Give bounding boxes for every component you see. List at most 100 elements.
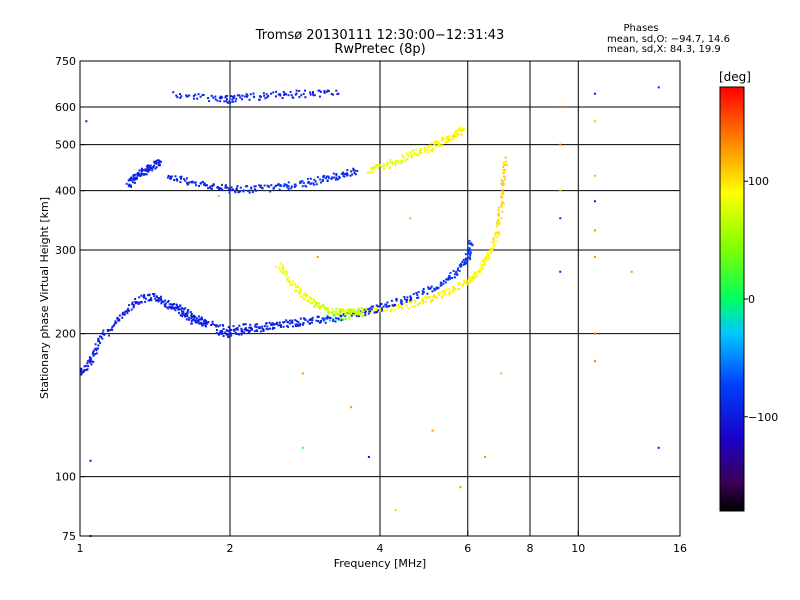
trace-point: [456, 267, 459, 270]
trace-point: [158, 297, 161, 300]
trace-point: [401, 160, 404, 163]
trace-point: [385, 305, 388, 308]
trace-point: [147, 164, 150, 167]
trace-point: [477, 270, 480, 273]
trace-point: [248, 98, 251, 101]
trace-point: [350, 314, 353, 317]
trace-point: [139, 301, 142, 304]
stats-heading: Phases: [623, 23, 658, 34]
trace-point: [361, 315, 364, 318]
trace-point: [211, 320, 214, 323]
trace-point: [306, 177, 309, 180]
echo-point: [593, 332, 596, 335]
trace-point: [498, 222, 501, 225]
trace-point: [416, 296, 419, 299]
trace-point: [500, 182, 503, 185]
trace-point: [259, 95, 262, 98]
trace-point: [479, 270, 482, 273]
grid-lines: [80, 61, 680, 536]
x-tick-label: 6: [464, 542, 471, 555]
trace-point: [434, 142, 437, 145]
echo-point: [484, 455, 487, 458]
trace-point: [340, 172, 343, 175]
trace-point: [191, 316, 194, 319]
trace-point: [394, 162, 397, 165]
trace-point: [86, 368, 89, 371]
trace-point: [253, 95, 256, 98]
trace-point: [253, 330, 256, 333]
trace-point: [388, 304, 391, 307]
trace-point: [168, 305, 171, 308]
trace-point: [411, 305, 414, 308]
trace-point: [399, 301, 402, 304]
trace-point: [498, 214, 501, 217]
trace-point: [289, 319, 292, 322]
trace-point: [480, 265, 483, 268]
trace-point: [431, 147, 434, 150]
trace-point: [140, 174, 143, 177]
trace-point: [360, 313, 363, 316]
trace-point: [179, 176, 182, 179]
trace-point: [261, 187, 264, 190]
trace-point: [448, 288, 451, 291]
trace-point: [324, 321, 327, 324]
trace-point: [286, 321, 289, 324]
trace-point: [403, 302, 406, 305]
trace-point: [394, 309, 397, 312]
echo-point: [593, 174, 596, 177]
trace-point: [332, 172, 335, 175]
trace-point: [313, 300, 316, 303]
trace-point: [413, 305, 416, 308]
y-tick-label: 100: [55, 471, 76, 484]
trace-point: [395, 304, 398, 307]
chart-title: Tromsø 20130111 12:30:00−12:31:43: [255, 28, 505, 43]
trace-point: [348, 308, 351, 311]
trace-point: [236, 326, 239, 329]
trace-point: [408, 151, 411, 154]
trace-point: [169, 175, 172, 178]
trace-point: [251, 327, 254, 330]
trace-point: [492, 240, 495, 243]
trace-point: [242, 323, 245, 326]
trace-point: [138, 169, 141, 172]
trace-point: [432, 299, 435, 302]
trace-point: [426, 148, 429, 151]
trace-point: [385, 303, 388, 306]
trace-point: [496, 231, 499, 234]
echo-point: [593, 256, 596, 259]
trace-point: [87, 365, 90, 368]
trace-point: [276, 183, 279, 186]
trace-point: [447, 140, 450, 143]
trace-point: [209, 187, 212, 190]
trace-point: [417, 153, 420, 156]
trace-point: [427, 296, 430, 299]
trace-point: [171, 303, 174, 306]
trace-point: [302, 293, 305, 296]
trace-point: [346, 313, 349, 316]
trace-point: [279, 262, 282, 265]
trace-point: [503, 164, 506, 167]
trace-point: [153, 164, 156, 167]
trace-point: [402, 156, 405, 159]
trace-point: [88, 359, 91, 362]
trace-point: [324, 308, 327, 311]
trace-point: [332, 319, 335, 322]
x-axis-label: Frequency [MHz]: [334, 557, 426, 570]
trace-point: [279, 94, 282, 97]
trace-point: [278, 93, 281, 96]
trace-point: [348, 316, 351, 319]
trace-point: [462, 128, 464, 131]
trace-point: [307, 300, 310, 303]
trace-point: [103, 333, 106, 336]
trace-point: [128, 183, 131, 186]
trace-point: [409, 297, 412, 300]
trace-point: [451, 289, 454, 292]
trace-point: [373, 311, 376, 314]
trace-point: [130, 176, 133, 179]
trace-point: [342, 175, 345, 178]
trace-point: [256, 323, 259, 326]
trace-point: [289, 90, 292, 93]
trace-point: [327, 90, 330, 93]
trace-point: [153, 295, 156, 298]
trace-point: [483, 261, 486, 264]
